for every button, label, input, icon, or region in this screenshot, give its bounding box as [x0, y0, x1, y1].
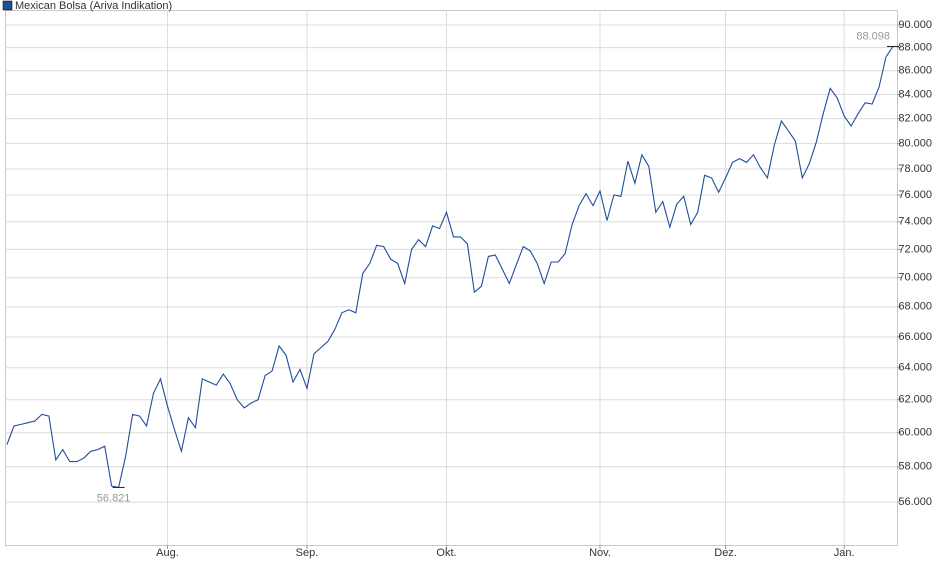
- legend-swatch: [2, 0, 13, 11]
- y-tick-label: 88.000: [898, 41, 932, 53]
- x-tick-label: Aug.: [156, 547, 179, 559]
- y-tick-label: 62.000: [898, 394, 932, 406]
- x-tick-label: Sep.: [296, 547, 319, 559]
- y-tick-label: 90.000: [898, 19, 932, 31]
- x-tick-label: Dez.: [714, 547, 737, 559]
- y-tick-label: 72.000: [898, 243, 932, 255]
- x-tick-label: Jan.: [834, 547, 855, 559]
- y-tick-label: 64.000: [898, 362, 932, 374]
- y-tick-label: 86.000: [898, 65, 932, 77]
- x-tick-label: Nov.: [589, 547, 611, 559]
- y-tick-label: 68.000: [898, 301, 932, 313]
- y-tick-label: 82.000: [898, 112, 932, 124]
- y-tick-label: 76.000: [898, 189, 932, 201]
- y-tick-label: 70.000: [898, 272, 932, 284]
- y-tick-label: 84.000: [898, 88, 932, 100]
- y-tick-label: 58.000: [898, 461, 932, 473]
- x-tick-label: Okt.: [436, 547, 456, 559]
- y-tick-label: 60.000: [898, 427, 932, 439]
- value-label: 88.098: [856, 30, 890, 42]
- y-tick-label: 78.000: [898, 163, 932, 175]
- legend-label: Mexican Bolsa (Ariva Indikation): [15, 0, 172, 12]
- value-label: 56.821: [97, 492, 131, 504]
- y-tick-label: 66.000: [898, 331, 932, 343]
- y-tick-label: 56.000: [898, 496, 932, 508]
- y-tick-label: 74.000: [898, 216, 932, 228]
- y-tick-label: 80.000: [898, 137, 932, 149]
- price-line: [6, 46, 894, 489]
